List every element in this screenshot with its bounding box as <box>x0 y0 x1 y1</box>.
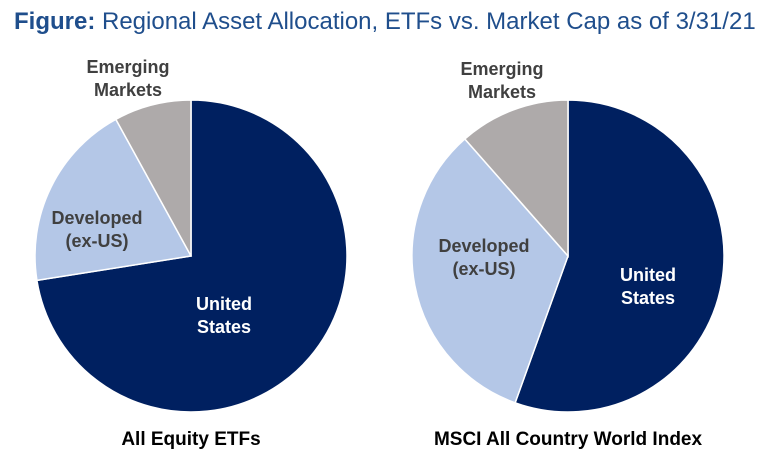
chart-title: All Equity ETFs <box>121 429 260 450</box>
pie-chart-1: United States Developed (ex-US) Emerging Mark… <box>34 57 348 450</box>
slice-label-developed-ex-us: Developed (ex-US) <box>438 236 529 279</box>
figure-title: Figure: Regional Asset Allocation, ETFs … <box>14 8 756 36</box>
slice-label-united-states: United States <box>196 294 252 337</box>
pie-slice-emerging-markets <box>114 99 192 257</box>
slice-label-emerging-markets: Emerging Markets <box>460 59 543 102</box>
pie-chart-2: United States Developed (ex-US) Emerging Mark… <box>411 59 725 450</box>
figure-prefix: Figure: <box>14 8 96 35</box>
pie-slice-developed-ex-us <box>411 137 569 404</box>
figure-title-text: Regional Asset Allocation, ETFs vs. Mark… <box>102 8 756 35</box>
slice-label-developed-ex-us: Developed (ex-US) <box>51 208 142 251</box>
pie-slice-united-states <box>36 99 348 413</box>
pie-slice-united-states <box>514 99 725 413</box>
chart-title: MSCI All Country World Index <box>434 429 703 450</box>
slice-label-emerging-markets: Emerging Markets <box>86 57 169 100</box>
pie-slice-developed-ex-us <box>34 118 193 282</box>
pie-slice-emerging-markets <box>463 99 569 258</box>
slice-label-united-states: United States <box>620 265 676 308</box>
